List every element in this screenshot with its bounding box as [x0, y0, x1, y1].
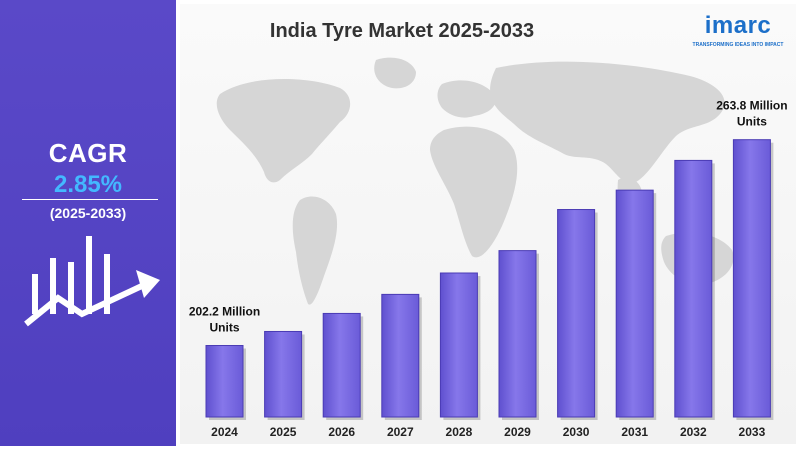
- cagr-value: 2.85%: [53, 171, 123, 198]
- logo-tagline: TRANSFORMING IDEAS INTO IMPACT: [692, 42, 784, 48]
- bar-2031: [615, 189, 654, 418]
- bar-2033: [732, 139, 771, 418]
- x-tick-label-2028: 2028: [446, 425, 473, 439]
- imarc-logo: imarc TRANSFORMING IDEAS INTO IMPACT: [684, 12, 792, 52]
- chart-title: India Tyre Market 2025-2033: [269, 20, 535, 42]
- data-label-2033: 263.8 Million Units: [716, 99, 787, 129]
- x-tick-label-2025: 2025: [270, 425, 297, 439]
- x-tick-label-2032: 2032: [680, 425, 707, 439]
- bar-2024: [205, 345, 244, 418]
- x-tick-label-2030: 2030: [563, 425, 590, 439]
- bar-2028: [439, 272, 478, 418]
- cagr-label: CAGR: [48, 138, 128, 168]
- bar-2030: [557, 209, 596, 418]
- bar-2029: [498, 250, 537, 418]
- x-tick-label-2031: 2031: [621, 425, 648, 439]
- x-tick-label-2026: 2026: [328, 425, 355, 439]
- x-tick-label-2024: 2024: [211, 425, 238, 439]
- data-label-2024: 202.2 Million Units: [189, 305, 260, 335]
- logo-text: imarc: [704, 12, 772, 39]
- x-tick-label-2029: 2029: [504, 425, 531, 439]
- cagr-divider: [22, 199, 158, 200]
- bar-2026: [322, 312, 361, 418]
- x-tick-label-2027: 2027: [387, 425, 414, 439]
- growth-chart-icon: [24, 236, 160, 327]
- bar-2027: [381, 293, 420, 418]
- cagr-period: (2025-2033): [49, 205, 127, 221]
- x-tick-label-2033: 2033: [739, 425, 766, 439]
- bar-2032: [674, 159, 713, 418]
- cagr-panel: CAGR 2.85% (2025-2033): [0, 0, 176, 446]
- bar-2025: [264, 330, 303, 418]
